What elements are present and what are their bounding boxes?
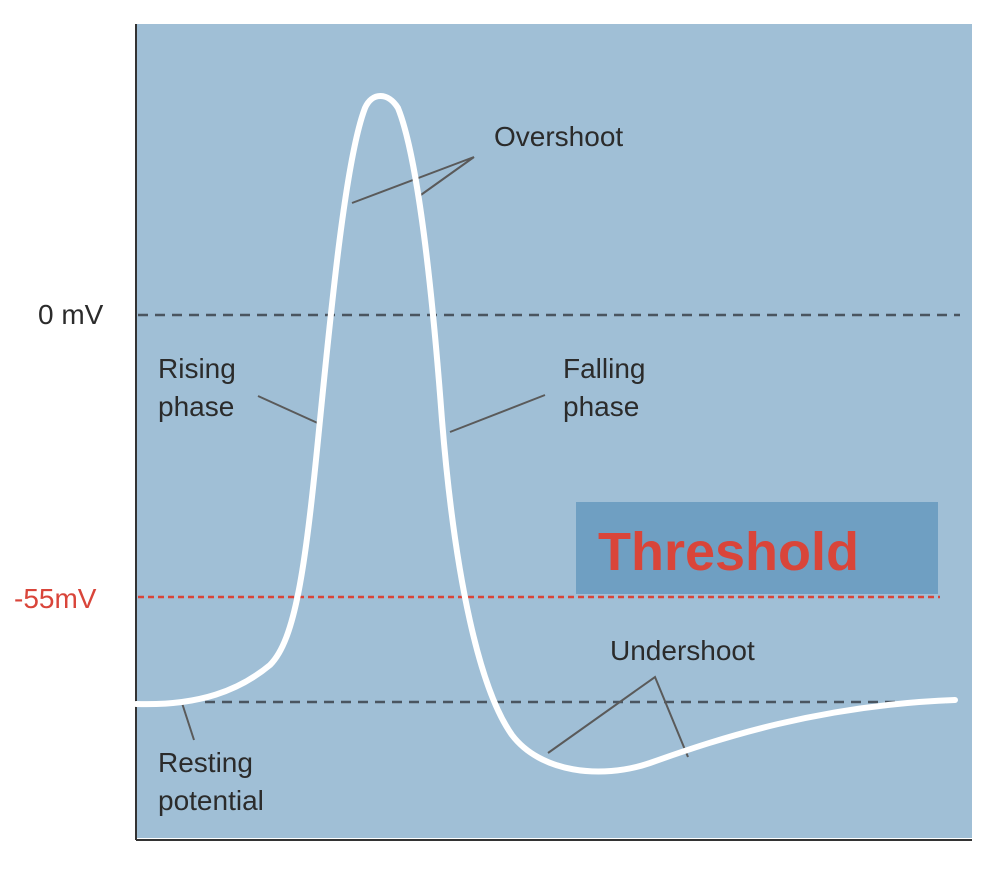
falling-pointer xyxy=(449,394,546,433)
action-potential-curve xyxy=(133,93,958,775)
undershoot-label: Undershoot xyxy=(610,635,755,666)
rising-phase-label-line1: Rising xyxy=(158,353,236,384)
resting-potential-label-line2: potential xyxy=(158,785,264,816)
pointer-lines xyxy=(181,156,689,758)
resting-pointer xyxy=(181,702,195,741)
falling-phase-label-line1: Falling xyxy=(563,353,645,384)
zero-mv-label: 0 mV xyxy=(38,299,104,330)
undershoot-pointer xyxy=(547,675,689,758)
overshoot-pointer xyxy=(351,156,475,204)
resting-potential-label-line1: Resting xyxy=(158,747,253,778)
threshold-label: Threshold xyxy=(598,522,859,582)
threshold-box xyxy=(576,502,938,594)
rising-phase-label-line2: phase xyxy=(158,391,234,422)
overshoot-label: Overshoot xyxy=(494,121,623,152)
threshold-mv-label: -55mV xyxy=(14,583,97,614)
rising-pointer xyxy=(257,395,323,426)
falling-phase-label-line2: phase xyxy=(563,391,639,422)
